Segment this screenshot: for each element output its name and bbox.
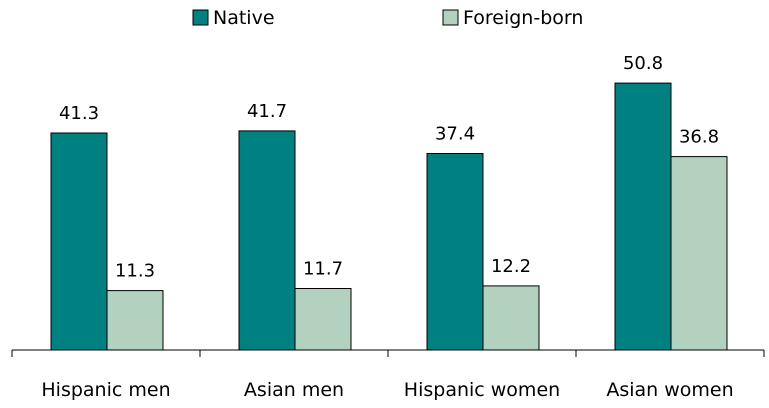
bar-hispanic-men-foreign-born [106, 290, 164, 351]
bar-asian-women-foreign-born [670, 156, 728, 351]
data-label-asian-men-foreign-born: 11.7 [303, 259, 343, 280]
tick-label-hispanic-women: Hispanic women [404, 379, 560, 401]
bars [50, 82, 728, 351]
x-axis: Hispanic men Asian men Hispanic women Asian… [11, 349, 765, 401]
bar-asian-men-native [238, 130, 296, 351]
legend: Native Foreign-born [192, 7, 583, 29]
bar-hispanic-men-native [50, 132, 108, 351]
bar-asian-women-native [614, 82, 672, 351]
legend-swatch-foreign-born [442, 9, 459, 26]
data-label-hispanic-men-native: 41.3 [59, 103, 99, 124]
tick-label-asian-men: Asian men [244, 379, 344, 401]
data-label-hispanic-women-native: 37.4 [435, 124, 475, 145]
legend-swatch-native [192, 9, 209, 26]
bar-hispanic-women-foreign-born [482, 285, 540, 351]
tick-label-hispanic-men: Hispanic men [41, 379, 170, 401]
data-label-asian-men-native: 41.7 [247, 101, 287, 122]
data-labels: 41.3 11.3 41.7 11.7 37.4 12.2 50.8 36.8 [59, 53, 719, 282]
tick-label-asian-women: Asian women [606, 379, 733, 401]
legend-label-native: Native [213, 7, 275, 29]
data-label-asian-women-foreign-born: 36.8 [679, 127, 719, 148]
bar-asian-men-foreign-born [294, 288, 352, 351]
data-label-hispanic-men-foreign-born: 11.3 [115, 261, 155, 282]
bar-hispanic-women-native [426, 153, 484, 351]
legend-label-foreign-born: Foreign-born [463, 7, 583, 29]
data-label-hispanic-women-foreign-born: 12.2 [491, 256, 531, 277]
data-label-asian-women-native: 50.8 [623, 53, 663, 74]
